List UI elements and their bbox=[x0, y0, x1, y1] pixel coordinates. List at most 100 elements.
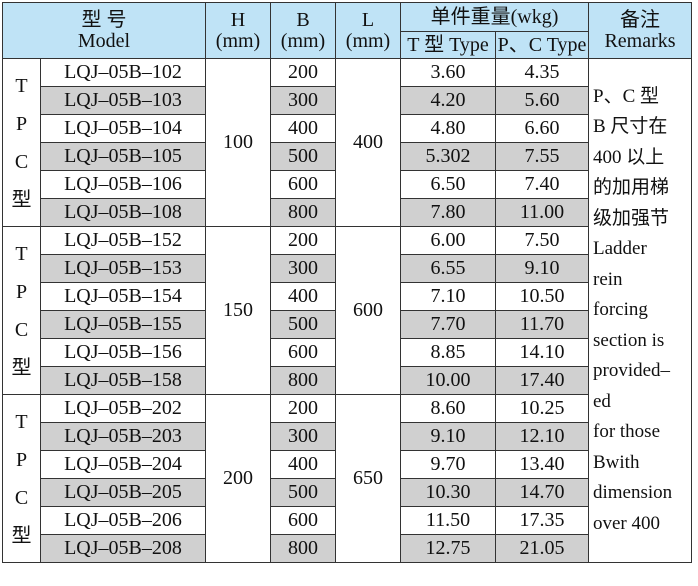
model-cell: LQJ–05B–208 bbox=[40, 534, 206, 563]
b-cell: 800 bbox=[270, 534, 336, 563]
model-cell: LQJ–05B–204 bbox=[40, 450, 206, 479]
header-l: L (mm) bbox=[335, 2, 401, 59]
b-cell: 400 bbox=[270, 282, 336, 311]
model-cell: LQJ–05B–102 bbox=[40, 58, 206, 87]
h-cell: 100 bbox=[205, 58, 271, 227]
b-cell: 600 bbox=[270, 506, 336, 535]
table-row: LQJ–05B–205 500 10.30 14.70 bbox=[3, 478, 692, 507]
t-weight-cell: 8.60 bbox=[400, 394, 496, 423]
b-cell: 300 bbox=[270, 86, 336, 115]
t-weight-cell: 11.50 bbox=[400, 506, 496, 535]
pc-weight-cell: 4.35 bbox=[495, 58, 589, 87]
pc-weight-cell: 5.60 bbox=[495, 86, 589, 115]
table-row: LQJ–05B–108 800 7.80 11.00 bbox=[3, 198, 692, 227]
b-cell: 300 bbox=[270, 254, 336, 283]
pc-weight-cell: 9.10 bbox=[495, 254, 589, 283]
t-weight-cell: 10.30 bbox=[400, 478, 496, 507]
table-row: LQJ–05B–208 800 12.75 21.05 bbox=[3, 534, 692, 563]
header-model: 型 号 Model bbox=[2, 2, 206, 59]
model-cell: LQJ–05B–203 bbox=[40, 422, 206, 451]
b-cell: 400 bbox=[270, 114, 336, 143]
b-cell: 600 bbox=[270, 338, 336, 367]
t-weight-cell: 9.10 bbox=[400, 422, 496, 451]
b-cell: 500 bbox=[270, 142, 336, 171]
b-cell: 500 bbox=[270, 478, 336, 507]
table-row: LQJ–05B–155 500 7.70 11.70 bbox=[3, 310, 692, 339]
pc-weight-cell: 12.10 bbox=[495, 422, 589, 451]
table-row: LQJ–05B–156 600 8.85 14.10 bbox=[3, 338, 692, 367]
model-cell: LQJ–05B–103 bbox=[40, 86, 206, 115]
header-t-type: T 型 Type bbox=[400, 31, 496, 59]
b-cell: 200 bbox=[270, 226, 336, 255]
pc-weight-cell: 17.40 bbox=[495, 366, 589, 395]
b-cell: 800 bbox=[270, 366, 336, 395]
spec-table: 型 号 Model H (mm) B (mm) L (mm) 单件重量(wkg) 备注 R… bbox=[2, 2, 692, 563]
h-cell: 150 bbox=[205, 226, 271, 395]
table-row: LQJ–05B–105 500 5.302 7.55 bbox=[3, 142, 692, 171]
l-cell: 650 bbox=[335, 394, 401, 563]
model-cell: LQJ–05B–155 bbox=[40, 310, 206, 339]
model-cell: LQJ–05B–202 bbox=[40, 394, 206, 423]
header-b: B (mm) bbox=[270, 2, 336, 59]
pc-weight-cell: 13.40 bbox=[495, 450, 589, 479]
t-weight-cell: 5.302 bbox=[400, 142, 496, 171]
header-h: H (mm) bbox=[205, 2, 271, 59]
model-cell: LQJ–05B–205 bbox=[40, 478, 206, 507]
t-weight-cell: 6.55 bbox=[400, 254, 496, 283]
pc-weight-cell: 7.55 bbox=[495, 142, 589, 171]
model-cell: LQJ–05B–206 bbox=[40, 506, 206, 535]
table-row: LQJ–05B–103 300 4.20 5.60 bbox=[3, 86, 692, 115]
t-weight-cell: 7.70 bbox=[400, 310, 496, 339]
t-weight-cell: 7.80 bbox=[400, 198, 496, 227]
model-cell: LQJ–05B–152 bbox=[40, 226, 206, 255]
b-cell: 200 bbox=[270, 58, 336, 87]
table-row: T P C 型 LQJ–05B–152 150 200 600 6.00 7.50 bbox=[2, 226, 692, 395]
model-cell: LQJ–05B–108 bbox=[40, 198, 206, 227]
table-row: LQJ–05B–203 300 9.10 12.10 bbox=[3, 422, 692, 451]
h-cell: 200 bbox=[205, 394, 271, 563]
t-weight-cell: 4.20 bbox=[400, 86, 496, 115]
t-weight-cell: 8.85 bbox=[400, 338, 496, 367]
table-row: LQJ–05B–204 400 9.70 13.40 bbox=[3, 450, 692, 479]
b-cell: 600 bbox=[270, 170, 336, 199]
pc-weight-cell: 11.70 bbox=[495, 310, 589, 339]
b-cell: 500 bbox=[270, 310, 336, 339]
l-cell: 400 bbox=[335, 58, 401, 227]
model-cell: LQJ–05B–105 bbox=[40, 142, 206, 171]
pc-weight-cell: 7.40 bbox=[495, 170, 589, 199]
t-weight-cell: 9.70 bbox=[400, 450, 496, 479]
t-weight-cell: 10.00 bbox=[400, 366, 496, 395]
pc-weight-cell: 17.35 bbox=[495, 506, 589, 535]
table-row: LQJ–05B–106 600 6.50 7.40 bbox=[3, 170, 692, 199]
table-row: LQJ–05B–104 400 4.80 6.60 bbox=[3, 114, 692, 143]
table-row: T P C 型 LQJ–05B–202 200 200 650 8.60 10.25 bbox=[2, 394, 692, 563]
t-weight-cell: 7.10 bbox=[400, 282, 496, 311]
model-cell: LQJ–05B–106 bbox=[40, 170, 206, 199]
b-cell: 800 bbox=[270, 198, 336, 227]
model-cell: LQJ–05B–153 bbox=[40, 254, 206, 283]
t-weight-cell: 12.75 bbox=[400, 534, 496, 563]
pc-weight-cell: 7.50 bbox=[495, 226, 589, 255]
header-pc-type: P、C Type bbox=[495, 31, 589, 59]
pc-weight-cell: 21.05 bbox=[495, 534, 589, 563]
header-remarks: 备注 Remarks bbox=[588, 2, 692, 59]
b-cell: 400 bbox=[270, 450, 336, 479]
b-cell: 300 bbox=[270, 422, 336, 451]
model-cell: LQJ–05B–104 bbox=[40, 114, 206, 143]
pc-weight-cell: 10.50 bbox=[495, 282, 589, 311]
model-cell: LQJ–05B–156 bbox=[40, 338, 206, 367]
pc-weight-cell: 10.25 bbox=[495, 394, 589, 423]
pc-weight-cell: 14.70 bbox=[495, 478, 589, 507]
model-cell: LQJ–05B–154 bbox=[40, 282, 206, 311]
model-cell: LQJ–05B–158 bbox=[40, 366, 206, 395]
header-weight: 单件重量(wkg) bbox=[400, 2, 589, 32]
t-weight-cell: 6.00 bbox=[400, 226, 496, 255]
t-weight-cell: 6.50 bbox=[400, 170, 496, 199]
t-weight-cell: 4.80 bbox=[400, 114, 496, 143]
pc-weight-cell: 6.60 bbox=[495, 114, 589, 143]
